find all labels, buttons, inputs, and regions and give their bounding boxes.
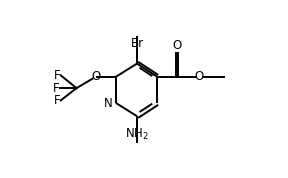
Text: F: F (54, 69, 60, 82)
Text: O: O (195, 70, 204, 83)
Text: NH$_2$: NH$_2$ (125, 127, 149, 142)
Text: F: F (54, 94, 60, 107)
Text: Br: Br (130, 37, 143, 50)
Text: O: O (91, 70, 101, 83)
Text: F: F (53, 82, 60, 95)
Text: N: N (104, 96, 113, 109)
Text: O: O (173, 39, 182, 52)
